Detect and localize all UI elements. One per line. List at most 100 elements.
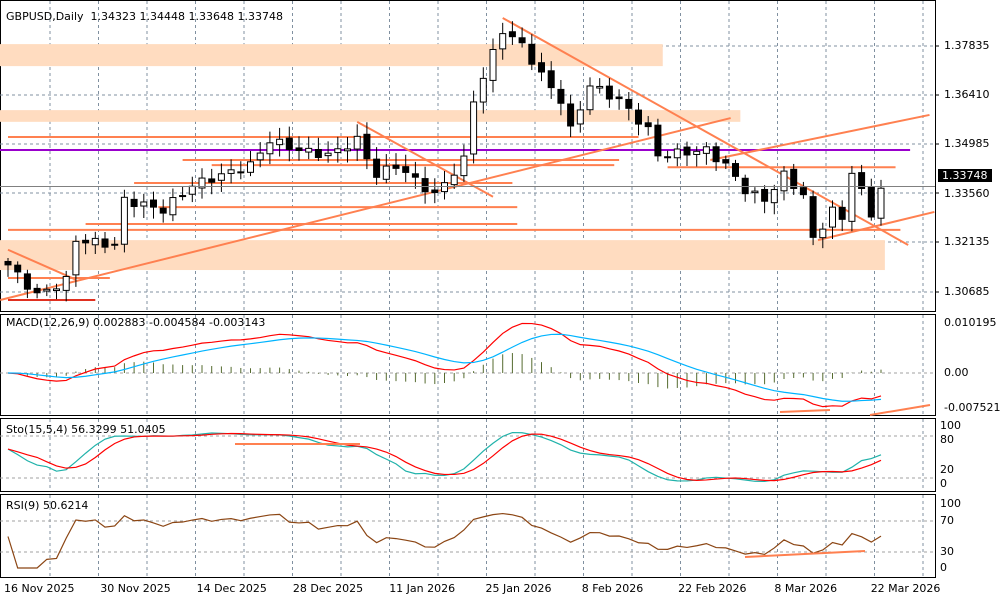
- candle-body: [120, 196, 128, 245]
- symbol-header: GBPUSD,Daily 1.34323 1.34448 1.33648 1.3…: [6, 10, 283, 23]
- candle-body: [751, 190, 759, 194]
- candle-body: [169, 197, 177, 216]
- candle-body: [23, 273, 31, 290]
- date-label: 8 Mar 2026: [774, 582, 838, 595]
- macd-divergence-line: [779, 409, 831, 413]
- candle-body: [402, 166, 410, 173]
- candle-body: [324, 152, 332, 157]
- candle-body: [314, 149, 322, 158]
- macd-signal-line: [7, 333, 882, 402]
- high-value: 1.34448: [139, 10, 186, 23]
- candle-body: [256, 152, 264, 161]
- candle-body: [62, 275, 70, 291]
- sto-tick: 20: [940, 463, 954, 476]
- candle-body: [237, 171, 245, 174]
- support-resistance-zone: [0, 44, 663, 67]
- candle-body: [489, 48, 497, 81]
- current-price-badge: 1.33748: [938, 169, 992, 182]
- macd-tick: -0.007521: [944, 401, 1000, 414]
- candle-body: [683, 146, 691, 156]
- candle-body: [712, 146, 720, 163]
- candle-body: [858, 172, 866, 189]
- candle-body: [780, 170, 788, 192]
- candle-body: [557, 88, 565, 104]
- candle-body: [53, 288, 60, 292]
- candle-body: [43, 288, 51, 292]
- candle-body: [247, 161, 254, 173]
- candle-body: [867, 186, 875, 218]
- candle-body: [819, 228, 827, 239]
- rsi-tick: 100: [940, 497, 961, 510]
- candle-body: [596, 85, 604, 89]
- candle-body: [150, 199, 157, 208]
- candle-body: [470, 101, 478, 155]
- candle-body: [635, 109, 642, 125]
- sto-tick: 0: [940, 477, 947, 490]
- candle-body: [441, 182, 448, 193]
- candle-body: [217, 173, 225, 181]
- candle-body: [411, 173, 419, 178]
- panel-frame: [0, 418, 936, 492]
- candle-body: [140, 201, 148, 207]
- price-tick: 1.36410: [944, 88, 990, 101]
- candle-body: [285, 137, 293, 150]
- candle-body: [4, 260, 12, 266]
- candle-body: [508, 31, 516, 38]
- date-label: 28 Dec 2025: [292, 582, 364, 595]
- rsi-tick: 30: [940, 545, 954, 558]
- rsi-line: [7, 512, 882, 569]
- date-label: 16 Nov 2025: [4, 582, 75, 595]
- candle-body: [188, 185, 196, 195]
- sto-tick: 100: [940, 419, 961, 432]
- candle-body: [664, 156, 672, 159]
- open-value: 1.34323: [90, 10, 137, 23]
- candle-body: [101, 238, 109, 248]
- candle-body: [848, 172, 856, 222]
- candle-body: [761, 188, 769, 202]
- price-tick: 1.30685: [944, 285, 990, 298]
- candle-body: [82, 239, 90, 244]
- price-tick: 1.37835: [944, 39, 990, 52]
- candle-body: [353, 135, 361, 150]
- candle-body: [266, 142, 274, 155]
- low-value: 1.33648: [188, 10, 235, 23]
- date-label: 30 Nov 2025: [100, 582, 171, 595]
- candle-body: [722, 159, 730, 164]
- date-label: 22 Feb 2026: [678, 582, 747, 595]
- price-tick: 1.32135: [944, 235, 990, 248]
- rsi-tick: 0: [940, 561, 947, 574]
- candle-body: [799, 187, 807, 196]
- candle-body: [227, 169, 235, 174]
- candle-body: [605, 85, 613, 100]
- candle-body: [33, 287, 41, 294]
- rsi-label: RSI(9) 50.6214: [6, 499, 89, 512]
- macd-tick: 0.010195: [944, 316, 997, 329]
- candle-body: [732, 163, 739, 177]
- candle-body: [654, 124, 662, 157]
- trend-line: [356, 120, 494, 198]
- symbol-label: GBPUSD,Daily: [6, 10, 84, 23]
- candle-body: [673, 148, 681, 159]
- trend-line: [710, 113, 930, 161]
- date-label: 8 Feb 2026: [581, 582, 644, 595]
- candle-body: [625, 98, 633, 109]
- date-label: 25 Jan 2026: [485, 582, 552, 595]
- candle-body: [14, 264, 22, 273]
- candle-body: [392, 164, 400, 169]
- macd-divergence-line: [869, 404, 931, 416]
- candle-body: [586, 85, 594, 111]
- support-resistance-zone: [0, 110, 741, 122]
- candle-body: [208, 178, 216, 183]
- price-tick: 1.34985: [944, 137, 990, 150]
- candle-body: [538, 62, 545, 73]
- candle-body: [363, 133, 371, 160]
- candle-body: [130, 198, 138, 208]
- macd-label: MACD(12,26,9) 0.002883 -0.004584 -0.0031…: [6, 316, 266, 329]
- candle-body: [809, 196, 817, 238]
- candle-body: [615, 96, 623, 100]
- candle-body: [431, 189, 439, 194]
- candle-body: [421, 178, 429, 193]
- date-label: 22 Mar 2026: [870, 582, 941, 595]
